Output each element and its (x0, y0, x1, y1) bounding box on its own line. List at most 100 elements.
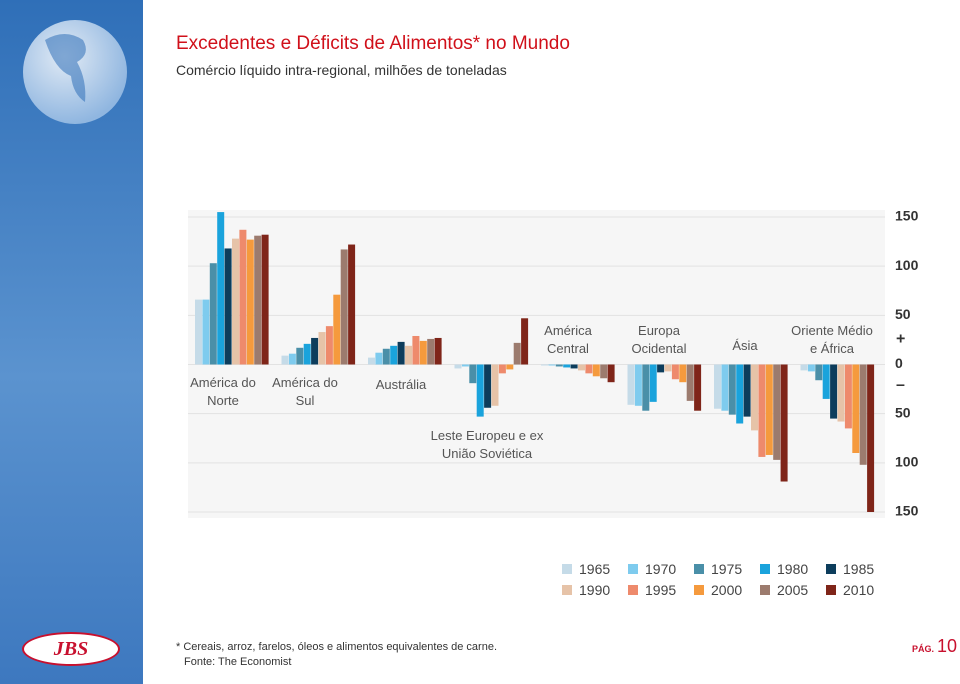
bar (246, 239, 254, 365)
legend-label: 1985 (843, 561, 875, 577)
legend-swatch (628, 585, 638, 595)
title: Excedentes e Déficits de Alimentos* no M… (176, 33, 570, 54)
bar (333, 294, 341, 365)
bar (830, 364, 838, 419)
bar (743, 364, 751, 417)
bar (469, 364, 477, 384)
bar (548, 364, 556, 366)
bar (224, 248, 232, 365)
bar (419, 340, 427, 365)
legend-label: 1970 (645, 561, 677, 577)
bar (815, 364, 823, 381)
bar (232, 238, 239, 365)
legend-label: 1980 (777, 561, 809, 577)
bar (368, 357, 375, 365)
sign-label: + (896, 331, 905, 348)
bar (592, 364, 600, 377)
category-label: América do Norte (190, 375, 256, 408)
category-label: Leste Europeu e ex União Soviética (430, 428, 544, 461)
bar (340, 249, 348, 365)
bar (405, 345, 412, 365)
bar (563, 364, 571, 368)
bar (484, 364, 492, 408)
bar (649, 364, 657, 402)
bar (195, 299, 202, 365)
bar (657, 364, 665, 373)
legend-swatch (694, 564, 704, 574)
y-tick-label: 0 (895, 355, 903, 371)
bar (642, 364, 650, 411)
y-tick-label: 150 (895, 503, 919, 519)
bar (541, 364, 548, 366)
bar (751, 364, 758, 431)
bar (758, 364, 766, 457)
bar (773, 364, 781, 460)
legend-swatch (694, 585, 704, 595)
legend-label: 1990 (579, 582, 611, 598)
y-tick-label: 150 (895, 208, 919, 224)
bar (671, 364, 679, 380)
category-label: América Central (544, 323, 592, 356)
bar (288, 353, 296, 365)
bar (555, 364, 563, 367)
bar (585, 364, 593, 374)
bar (521, 318, 529, 365)
bar (822, 364, 830, 399)
bar (209, 263, 217, 365)
bar (736, 364, 744, 424)
bar (461, 364, 469, 367)
bar (513, 342, 521, 365)
page-number: 10 (937, 636, 958, 656)
bar (634, 364, 642, 406)
bar (397, 341, 405, 365)
bar (239, 229, 247, 365)
bar (714, 364, 721, 409)
legend-label: 1975 (711, 561, 743, 577)
globe (23, 20, 127, 124)
bar (382, 348, 390, 365)
bar (679, 364, 687, 383)
bar (348, 244, 356, 365)
legend-swatch (562, 585, 572, 595)
source: Fonte: The Economist (184, 656, 292, 668)
bar (296, 347, 304, 365)
legend-swatch (760, 585, 770, 595)
bar (807, 364, 815, 372)
sign-label: – (896, 377, 905, 394)
bar (664, 364, 672, 372)
bar (261, 234, 269, 365)
bar (728, 364, 736, 415)
y-tick-label: 100 (895, 454, 919, 470)
legend-label: 2000 (711, 582, 743, 598)
legend-label: 2010 (843, 582, 875, 598)
bar (217, 212, 225, 365)
sidebar (0, 0, 143, 684)
bar (434, 337, 442, 365)
bar (427, 338, 435, 365)
bar (765, 364, 773, 455)
bar (570, 364, 578, 369)
bar (202, 299, 210, 365)
y-tick-label: 100 (895, 257, 919, 273)
bar (607, 364, 615, 383)
bar (800, 364, 808, 371)
category-label: América do Sul (272, 375, 338, 408)
legend-swatch (760, 564, 770, 574)
bar (498, 364, 506, 374)
subtitle: Comércio líquido intra-regional, milhões… (176, 62, 507, 78)
bar (837, 364, 845, 422)
bar (412, 335, 420, 365)
bar (506, 364, 514, 370)
bar (325, 326, 333, 365)
legend-swatch (826, 585, 836, 595)
bar (721, 364, 729, 411)
bar (867, 364, 875, 512)
legend-swatch (562, 564, 572, 574)
y-tick-label: 50 (895, 306, 911, 322)
bar (859, 364, 867, 465)
legend-label: 1965 (579, 561, 611, 577)
bar (578, 364, 585, 371)
bar (694, 364, 702, 411)
legend-label: 1995 (645, 582, 677, 598)
